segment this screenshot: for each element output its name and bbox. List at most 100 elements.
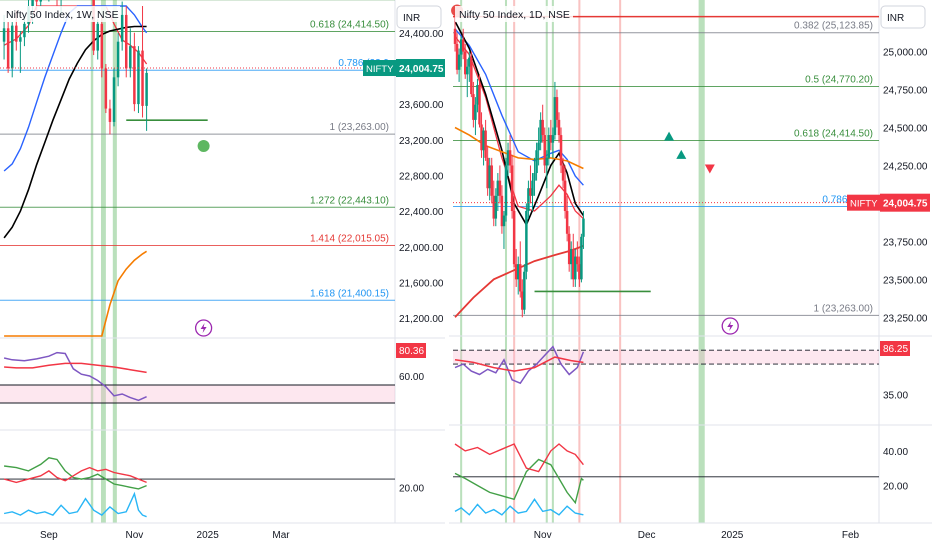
candle-body <box>516 264 520 280</box>
candle[interactable] <box>569 241 573 280</box>
candle[interactable] <box>582 211 585 249</box>
candle[interactable] <box>561 157 565 189</box>
currency-selector[interactable]: INR <box>880 5 926 29</box>
chart-pane-daily[interactable]: 0.382 (25,123.85) 0.5 (24,770.20) 0.618 (2… <box>449 0 932 550</box>
candle[interactable] <box>96 19 99 60</box>
candle[interactable] <box>514 248 518 287</box>
candle[interactable] <box>2 14 6 60</box>
candle[interactable] <box>574 248 577 287</box>
candle[interactable] <box>35 0 38 11</box>
lightning-icon[interactable] <box>194 319 213 337</box>
candle[interactable] <box>474 97 477 136</box>
candle-body <box>468 57 471 67</box>
candle[interactable] <box>494 188 498 227</box>
candle[interactable] <box>559 127 563 174</box>
candle[interactable] <box>116 32 120 87</box>
candle[interactable] <box>576 241 579 272</box>
candle[interactable] <box>521 279 524 318</box>
candle[interactable] <box>6 22 10 73</box>
candle[interactable] <box>545 150 549 189</box>
candle[interactable] <box>466 59 469 98</box>
candle[interactable] <box>500 185 504 234</box>
candle[interactable] <box>529 165 532 204</box>
candle[interactable] <box>56 0 59 6</box>
chart-header[interactable]: Nifty 50 Index, 1W, NSE <box>2 6 120 22</box>
candle[interactable] <box>519 241 522 298</box>
candle[interactable] <box>539 112 542 151</box>
candle[interactable] <box>512 195 516 268</box>
candle[interactable] <box>567 226 571 272</box>
candle[interactable] <box>553 81 557 140</box>
candle[interactable] <box>145 68 148 131</box>
candle[interactable] <box>555 89 559 128</box>
candle[interactable] <box>510 154 514 219</box>
candle[interactable] <box>133 32 136 112</box>
candle[interactable] <box>459 36 463 67</box>
candle[interactable] <box>551 127 555 158</box>
candle[interactable] <box>525 203 528 280</box>
candle[interactable] <box>468 51 471 82</box>
candle[interactable] <box>541 104 544 143</box>
candle[interactable] <box>480 112 483 158</box>
candle[interactable] <box>565 195 569 242</box>
candle[interactable] <box>486 145 489 196</box>
price-tag-label: 24,004.75 <box>883 199 928 210</box>
candle[interactable] <box>535 142 538 181</box>
candle[interactable] <box>120 1 124 51</box>
candle[interactable] <box>547 127 551 166</box>
candle[interactable] <box>455 33 459 75</box>
chart-pane-weekly[interactable]: 0.5 (24,770.20)0.618 (24,414.50)0.786 (2… <box>0 0 446 550</box>
candle[interactable] <box>457 48 461 82</box>
candle[interactable] <box>39 0 42 6</box>
candle[interactable] <box>572 233 575 287</box>
price-tag <box>880 193 930 212</box>
candle[interactable] <box>533 157 536 196</box>
candle[interactable] <box>129 28 132 78</box>
candle[interactable] <box>482 127 485 166</box>
candle[interactable] <box>508 135 512 174</box>
candle[interactable] <box>104 63 108 114</box>
candle[interactable] <box>124 6 128 78</box>
candle[interactable] <box>488 157 491 201</box>
candle[interactable] <box>527 180 530 219</box>
candle[interactable] <box>492 180 496 227</box>
candle[interactable] <box>506 142 510 177</box>
candle[interactable] <box>502 211 506 249</box>
lightning-icon[interactable] <box>721 317 739 335</box>
candle[interactable] <box>496 173 500 211</box>
candle[interactable] <box>557 112 561 143</box>
chart-header[interactable]: Nifty 50 Index, 1D, NSE <box>455 6 573 22</box>
candle[interactable] <box>141 6 144 118</box>
candle[interactable] <box>112 68 116 127</box>
candle[interactable] <box>516 256 520 295</box>
candle[interactable] <box>537 127 540 166</box>
candle[interactable] <box>478 74 481 128</box>
price-tag <box>396 59 446 78</box>
candle[interactable] <box>563 165 567 219</box>
candle[interactable] <box>549 119 553 151</box>
candle[interactable] <box>100 14 104 78</box>
candle-body <box>15 25 18 42</box>
candle[interactable] <box>470 51 473 98</box>
candle[interactable] <box>10 22 14 78</box>
currency-selector[interactable]: INR <box>396 5 442 29</box>
candle[interactable] <box>531 173 534 211</box>
candle[interactable] <box>463 43 467 79</box>
weekly-chart[interactable]: 0.5 (24,770.20)0.618 (24,414.50)0.786 (2… <box>0 0 446 550</box>
candle[interactable] <box>137 46 140 114</box>
candle[interactable] <box>461 28 465 60</box>
candle[interactable] <box>108 99 112 135</box>
candle[interactable] <box>498 165 502 204</box>
candle[interactable] <box>580 233 583 283</box>
candle[interactable] <box>523 264 526 315</box>
candle[interactable] <box>484 119 487 161</box>
candle[interactable] <box>543 127 546 174</box>
rsi-value-badge <box>880 341 910 356</box>
candle[interactable] <box>504 157 508 222</box>
daily-chart[interactable]: 0.382 (25,123.85) 0.5 (24,770.20) 0.618 (2… <box>449 0 932 550</box>
candle[interactable] <box>490 157 493 204</box>
candle[interactable] <box>578 256 581 287</box>
candle[interactable] <box>19 30 22 73</box>
candle[interactable] <box>476 78 479 113</box>
candle[interactable] <box>472 81 475 128</box>
